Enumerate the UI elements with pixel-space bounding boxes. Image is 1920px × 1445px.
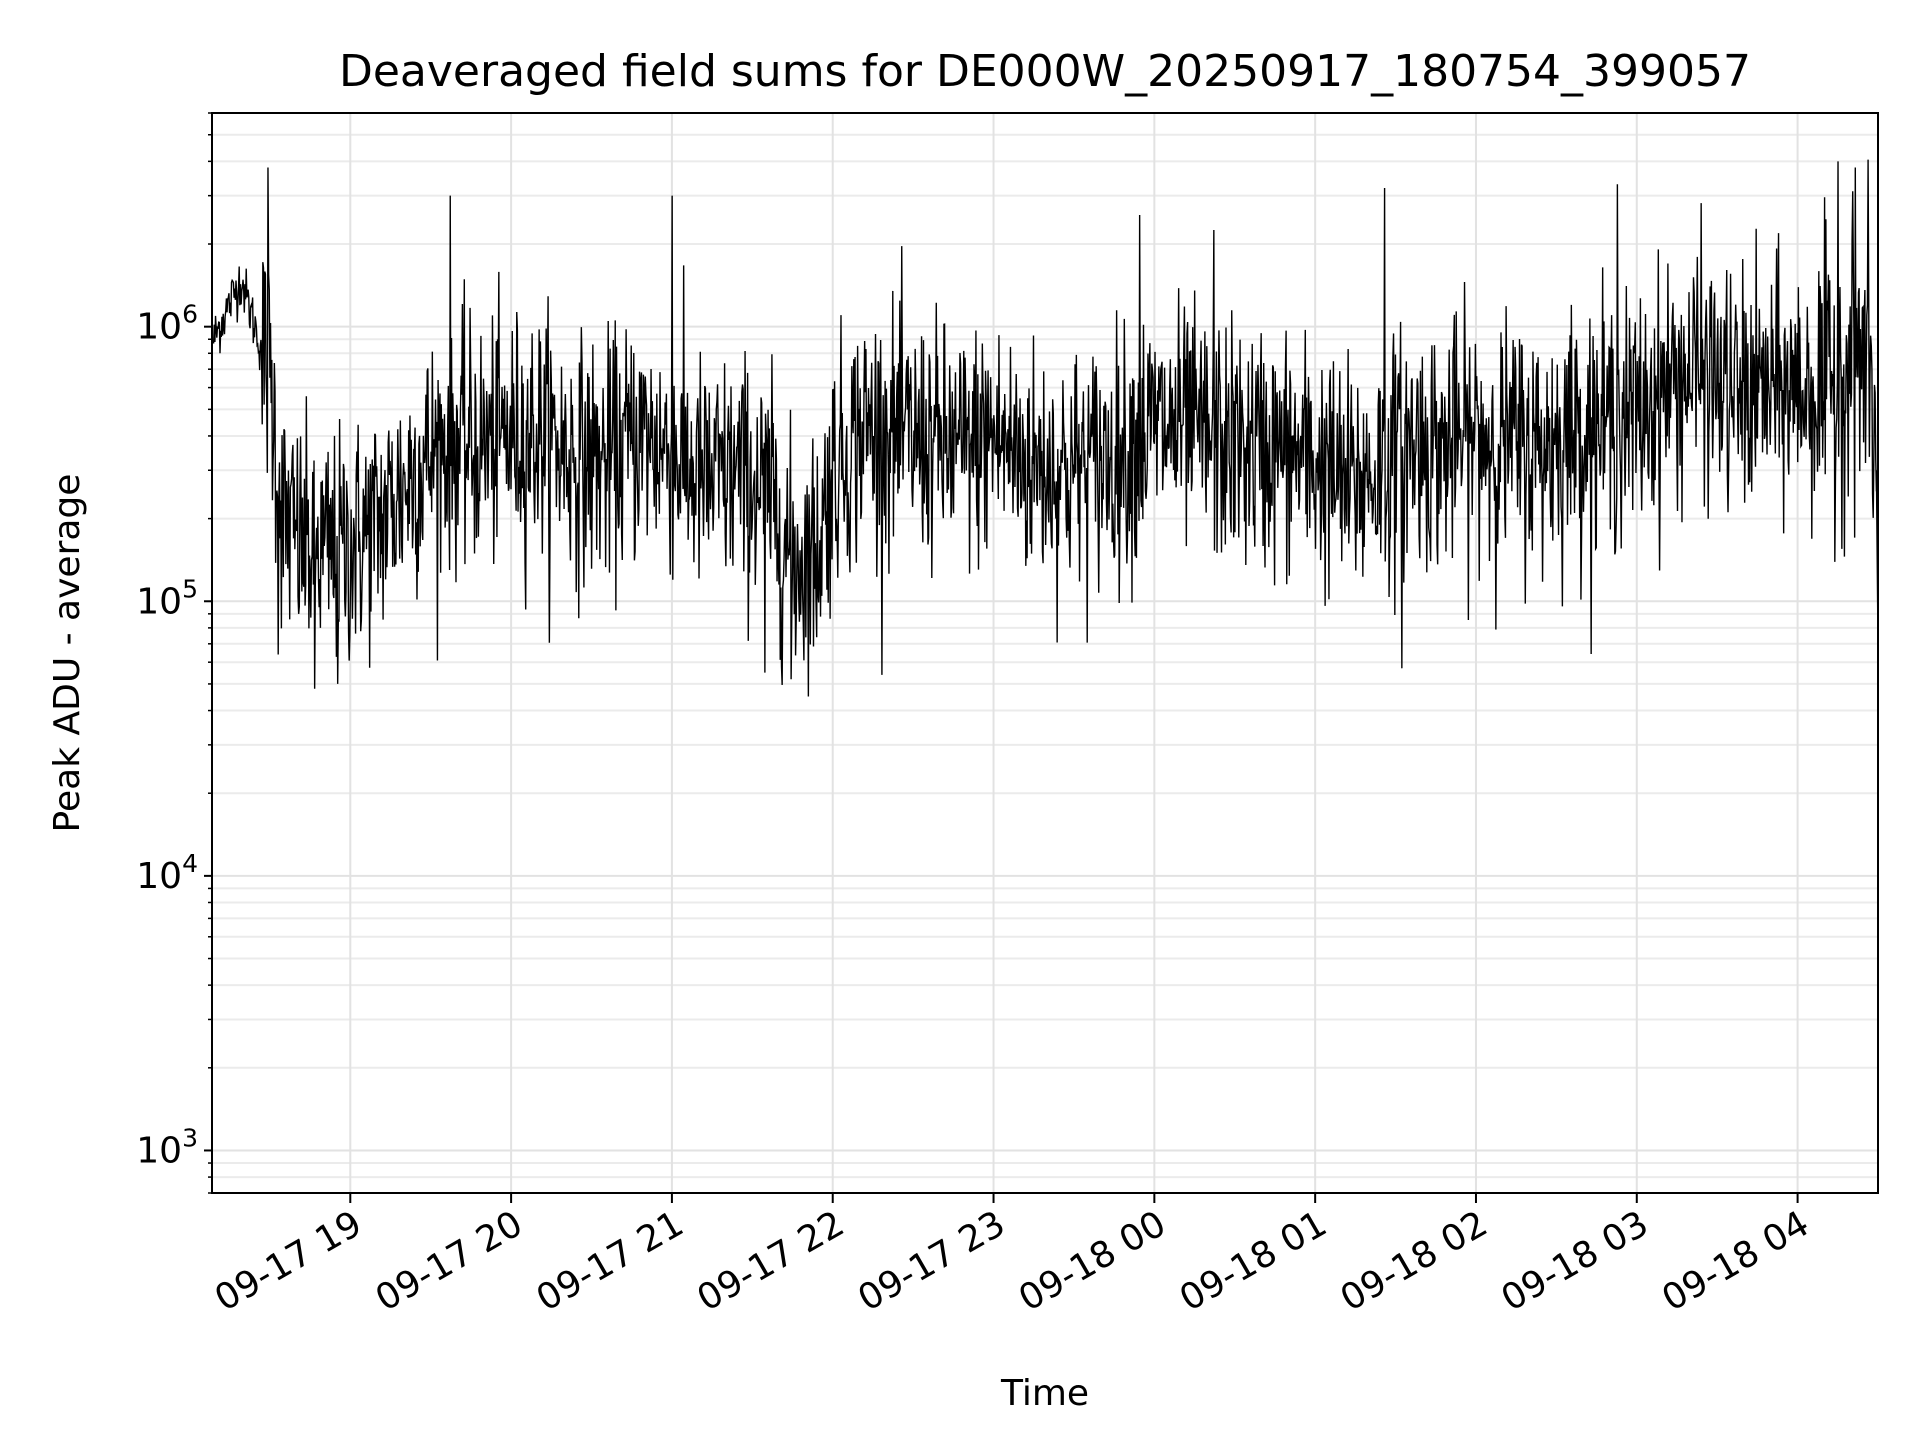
y-tick-exponent: 3 xyxy=(182,1123,198,1152)
y-tick-exponent: 6 xyxy=(182,300,198,329)
plot-frame xyxy=(211,112,1879,1194)
chart-title: Deaveraged field sums for DE000W_2025091… xyxy=(339,46,1751,97)
y-tick-exponent: 4 xyxy=(182,849,198,878)
grid-layer xyxy=(212,112,1878,1194)
x-axis-label: Time xyxy=(1000,1373,1089,1414)
series-layer xyxy=(212,159,1879,959)
y-axis-label: Peak ADU - average xyxy=(47,474,88,833)
series-line xyxy=(212,159,1879,959)
y-tick-exponent: 5 xyxy=(182,574,198,603)
y-tick-label: 103 xyxy=(136,1123,198,1171)
